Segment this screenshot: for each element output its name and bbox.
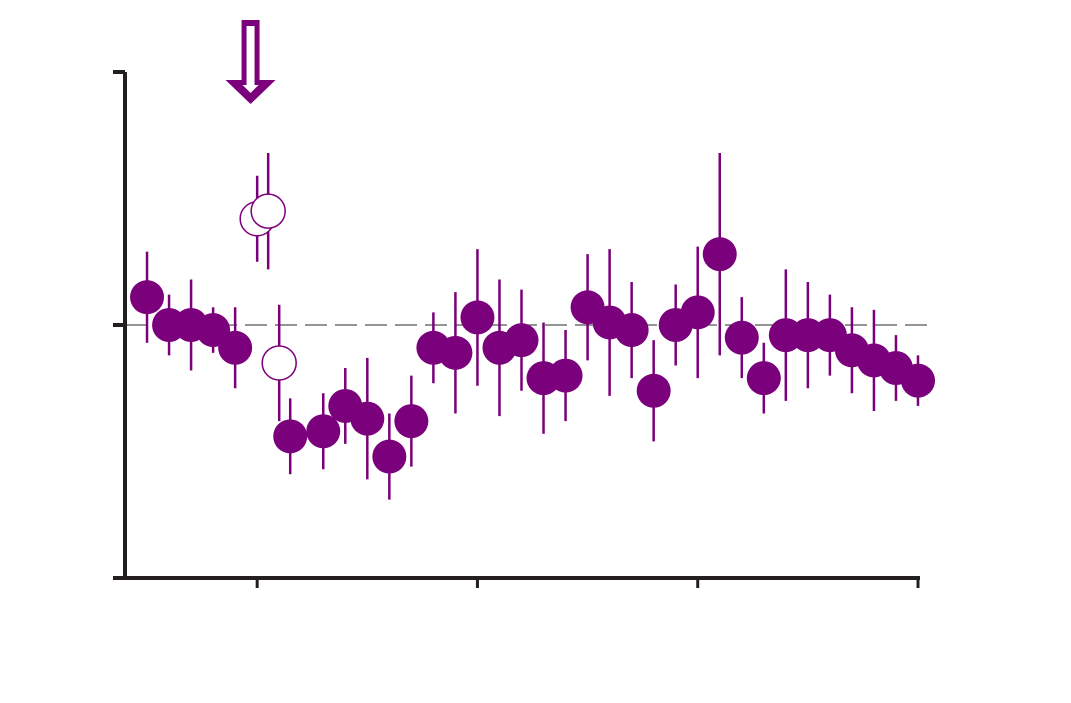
data-point [438,335,473,370]
data-point-open [261,345,297,381]
data-point [680,295,715,330]
data-point [636,373,671,408]
data-point [394,404,429,439]
data-point [614,313,649,348]
data-point-open [250,193,286,229]
data-point [350,401,385,436]
data-point [460,300,495,335]
data-point [746,361,781,396]
down-arrow-inner [242,26,259,93]
data-points [130,193,935,474]
data-point [901,363,935,398]
data-point [548,358,583,393]
annotation-arrow-layer [225,20,276,104]
data-point [273,419,308,454]
axes [113,70,920,588]
data-point [306,414,341,449]
data-point [372,439,407,474]
data-point [504,323,539,358]
data-point [702,237,737,272]
data-point [724,320,759,355]
data-point [130,280,165,315]
data-point [218,330,253,365]
